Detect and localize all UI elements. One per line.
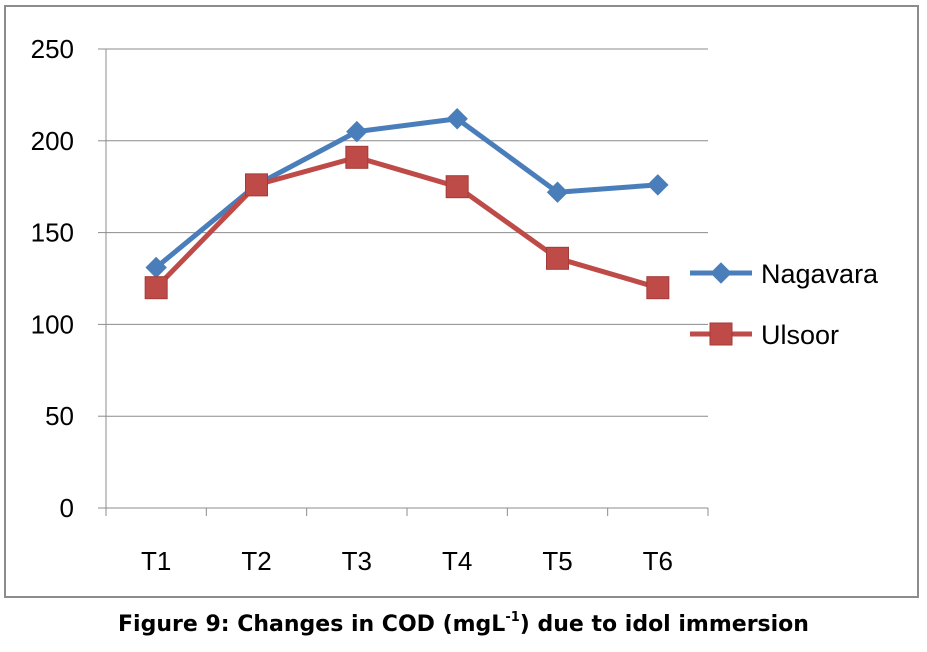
line-chart: 0 50 100 150 200 250 T1 T2 T3 T4 T5 T6 Nagavara Ulso… <box>31 34 879 576</box>
legend-label: Ulsoor <box>761 320 839 350</box>
y-tick-label: 200 <box>31 126 74 156</box>
figure-caption: Figure 9: Changes in COD (mgL-1) due to … <box>0 610 927 637</box>
legend-marker <box>710 262 732 284</box>
legend-item: Ulsoor <box>690 320 839 350</box>
x-tick-label: T4 <box>442 546 472 576</box>
y-tick-label: 0 <box>60 493 74 523</box>
axes: 0 50 100 150 200 250 T1 T2 T3 T4 T5 T6 <box>31 34 709 576</box>
legend-item: Nagavara <box>690 259 879 289</box>
x-tick-label: T1 <box>141 546 171 576</box>
data-point <box>144 276 168 300</box>
x-tick-label: T2 <box>241 546 271 576</box>
x-tick-label: T5 <box>542 546 572 576</box>
gridlines <box>106 48 708 417</box>
legend-label: Nagavara <box>761 259 879 289</box>
caption-text-end: ) due to idol immersion <box>519 612 809 637</box>
y-tick-label: 150 <box>31 218 74 248</box>
caption-superscript: -1 <box>505 610 520 625</box>
y-tick-label: 50 <box>45 401 74 431</box>
data-point <box>446 108 468 130</box>
data-point <box>245 173 268 197</box>
caption-text: Figure 9: Changes in COD (mgL <box>118 612 506 637</box>
x-tick-label: T3 <box>342 546 372 576</box>
data-point <box>646 276 670 300</box>
series-layer <box>144 108 670 300</box>
x-tick-label: T6 <box>643 546 673 576</box>
legend: Nagavara Ulsoor <box>690 259 879 350</box>
data-point <box>546 246 569 270</box>
y-tick-label: 100 <box>31 309 74 339</box>
data-point <box>346 120 368 143</box>
data-point <box>546 181 569 203</box>
chart-frame <box>4 5 919 598</box>
data-point <box>647 174 669 196</box>
series-ulsoor <box>144 145 670 300</box>
series-nagavara <box>145 108 669 279</box>
legend-marker <box>709 322 733 346</box>
data-point <box>345 145 369 169</box>
series-line <box>154 154 659 291</box>
data-point <box>445 175 469 199</box>
y-tick-label: 250 <box>31 34 74 64</box>
